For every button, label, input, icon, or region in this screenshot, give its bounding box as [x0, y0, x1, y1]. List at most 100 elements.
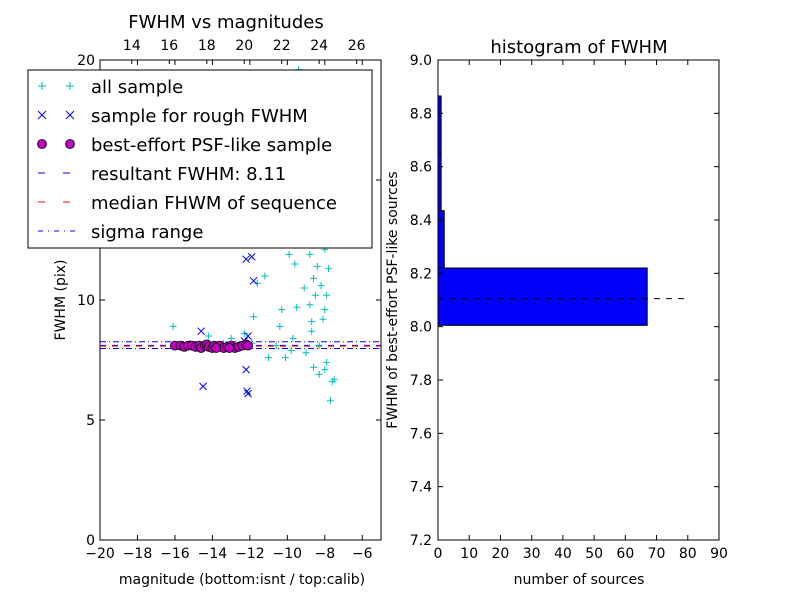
rough-sample-point [247, 252, 256, 261]
all-sample-point [321, 306, 329, 314]
right-x-tick-label: 90 [710, 546, 728, 562]
rough-sample-point [244, 389, 252, 398]
left-top-tick-label: 16 [160, 38, 178, 54]
legend: all sample sample for rough FWHM best-ef… [27, 69, 373, 249]
legend-key-all-sample [38, 82, 46, 90]
all-sample-point [287, 346, 295, 354]
left-x-tick-label: −10 [273, 546, 303, 562]
right-x-tick-label: 0 [434, 546, 443, 562]
left-top-ticks: 14 16 18 20 22 24 26 [123, 38, 366, 64]
left-top-tick-label: 26 [348, 38, 366, 54]
all-sample-point [281, 354, 289, 362]
psf-sample-point [243, 340, 253, 351]
all-sample-point [315, 342, 323, 350]
all-sample-point [319, 315, 327, 323]
legend-keys [37, 82, 76, 232]
left-y-axis-label: FWHM (pix) [53, 260, 69, 341]
all-sample-point [261, 272, 269, 280]
histogram-bars [437, 95, 648, 326]
right-y-tick-label: 8.0 [410, 320, 432, 336]
left-top-tick-label: 20 [235, 38, 253, 54]
left-y-tick-label: 10 [77, 293, 95, 309]
legend-label-all-sample: all sample [91, 77, 183, 98]
right-x-tick-label: 10 [460, 546, 478, 562]
all-sample-point [323, 291, 331, 299]
rough-sample-point [197, 327, 206, 336]
all-sample-point [308, 318, 316, 326]
left-x-tick-label: −8 [314, 546, 335, 562]
left-top-tick-label: 18 [198, 38, 216, 54]
right-y-tick-label: 8.8 [410, 106, 432, 122]
left-data-points [169, 66, 338, 405]
rough-sample-point [243, 387, 251, 396]
all-sample-point [315, 370, 323, 378]
legend-key-all-sample [66, 82, 74, 90]
legend-key-psf-sample [37, 139, 47, 149]
legend-label-resultant-fwhm: resultant FWHM: 8.11 [91, 164, 286, 185]
all-sample-point [325, 265, 333, 273]
all-sample-point [310, 274, 318, 282]
left-chart-title: FWHM vs magnitudes [128, 12, 323, 33]
rough-sample-point [244, 332, 252, 340]
left-y-tick-label: 5 [86, 413, 95, 429]
all-sample-point [265, 354, 273, 362]
all-sample-point [272, 342, 280, 350]
right-y-tick-label: 7.6 [410, 426, 432, 442]
right-plot-frame [437, 59, 720, 541]
right-y-tick-label: 7.4 [410, 480, 432, 496]
all-sample-point [285, 250, 293, 258]
legend-label-sigma-range: sigma range [91, 222, 203, 243]
legend-label-psf-sample: best-effort PSF-like sample [91, 135, 332, 156]
histogram-bar [437, 267, 648, 326]
right-y-axis-label: FWHM of best-effort PSF-like sources [385, 171, 401, 428]
left-x-tick-label: −14 [198, 546, 228, 562]
all-sample-point [278, 306, 286, 314]
legend-label-median-fwhm: median FHWM of sequence [91, 193, 337, 214]
left-y-tick-label: 20 [77, 53, 95, 69]
left-x-tick-label: −6 [352, 546, 373, 562]
right-x-tick-label: 50 [585, 546, 603, 562]
all-sample-point [308, 327, 316, 335]
left-top-tick-label: 24 [310, 38, 328, 54]
right-y-tick-label: 8.2 [410, 266, 432, 282]
right-x-tick-label: 40 [554, 546, 572, 562]
right-x-tick-label: 80 [679, 546, 697, 562]
left-top-tick-label: 22 [273, 38, 291, 54]
rough-sample-point [249, 276, 258, 285]
left-panel: −20 −18 −16 −14 −12 −10 −8 −6 14 16 18 20 22 24 26 0 5… [27, 12, 382, 588]
all-sample-point [293, 303, 301, 311]
all-sample-point [289, 334, 297, 342]
left-x-tick-label: −16 [160, 546, 190, 562]
all-sample-point [169, 322, 177, 330]
right-x-tick-label: 20 [492, 546, 510, 562]
right-panel: 0 10 20 30 40 50 60 70 80 90 7.2 7.4 7.6 7.8 8.0 8.2 8.… [385, 37, 728, 588]
all-sample-point [306, 250, 314, 258]
right-y-tick-label: 8.6 [410, 160, 432, 176]
all-sample-point [205, 332, 213, 340]
left-bottom-ticks: −20 −18 −16 −14 −12 −10 −8 −6 [85, 60, 373, 562]
all-sample-point [300, 284, 308, 292]
all-sample-point [313, 262, 321, 270]
all-sample-point [250, 313, 258, 321]
legend-key-psf-sample [65, 139, 75, 149]
left-x-tick-label: −12 [235, 546, 265, 562]
all-sample-point [317, 282, 325, 290]
legend-label-rough-sample: sample for rough FWHM [91, 106, 308, 127]
right-y-tick-label: 8.4 [410, 213, 432, 229]
all-sample-point [276, 322, 284, 330]
all-sample-point [330, 375, 338, 383]
rough-sample-point [199, 382, 207, 391]
left-x-tick-label: −18 [123, 546, 153, 562]
right-y-tick-label: 7.2 [410, 533, 432, 549]
right-x-ticks: 0 10 20 30 40 50 60 70 80 90 [434, 60, 728, 562]
all-sample-point [240, 330, 248, 338]
right-x-axis-label: number of sources [514, 572, 645, 588]
all-sample-point [321, 366, 329, 374]
left-x-axis-label: magnitude (bottom:isnt / top:calib) [119, 572, 365, 588]
all-sample-point [326, 397, 334, 405]
right-y-ticks: 7.2 7.4 7.6 7.8 8.0 8.2 8.4 8.6 8.8 9.0 [410, 53, 719, 549]
left-reference-lines [100, 341, 381, 349]
legend-key-rough-sample [37, 110, 47, 120]
right-chart-title: histogram of FWHM [490, 37, 667, 58]
